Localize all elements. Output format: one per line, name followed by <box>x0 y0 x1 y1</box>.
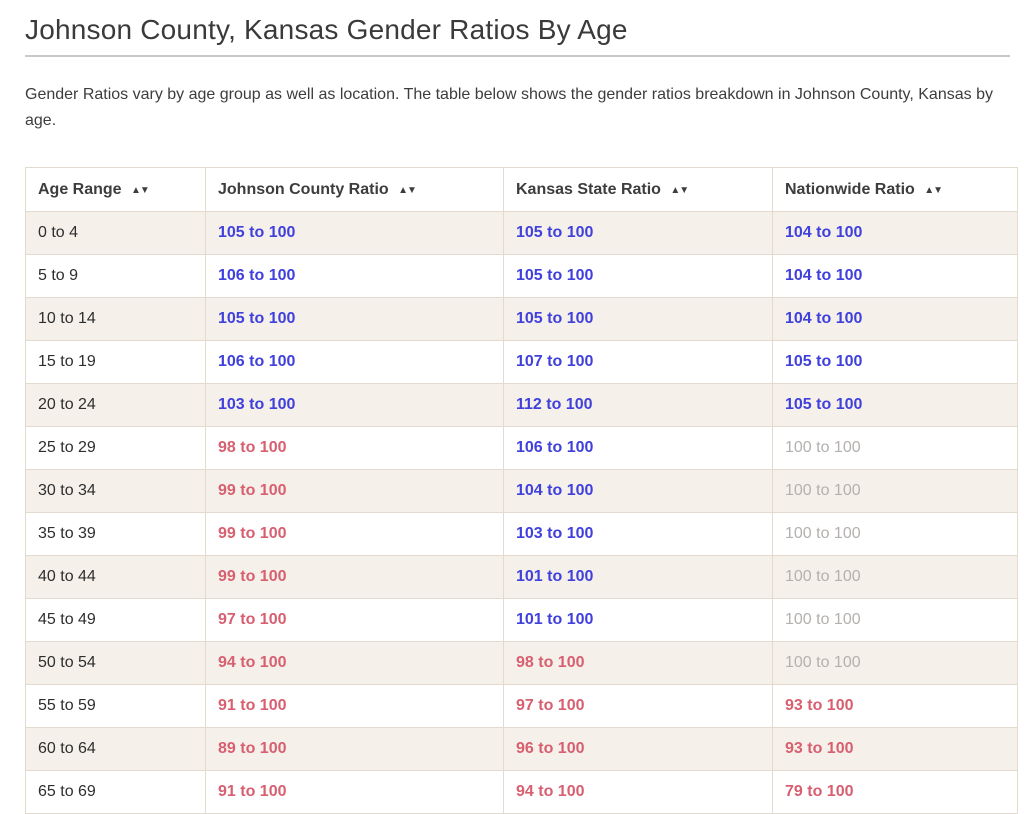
ratio-value-cell: 96 to 100 <box>503 727 773 771</box>
ratio-value-cell: 105 to 100 <box>772 340 1018 384</box>
age-range-cell: 35 to 39 <box>25 512 206 556</box>
age-range-cell: 25 to 29 <box>25 426 206 470</box>
table-row: 10 to 14 105 to 100 105 to 100 104 to 100 <box>25 297 1018 341</box>
ratio-value-cell: 99 to 100 <box>205 512 504 556</box>
ratio-value-cell: 106 to 100 <box>205 254 504 298</box>
ratio-value-cell: 103 to 100 <box>503 512 773 556</box>
ratio-value-cell: 100 to 100 <box>772 641 1018 685</box>
age-range-cell: 65 to 69 <box>25 770 206 814</box>
age-range-cell: 20 to 24 <box>25 383 206 427</box>
ratio-value-cell: 99 to 100 <box>205 469 504 513</box>
age-range-cell: 60 to 64 <box>25 727 206 771</box>
table-row: 50 to 54 94 to 100 98 to 100 100 to 100 <box>25 641 1018 685</box>
ratio-value-cell: 79 to 100 <box>772 770 1018 814</box>
table-row: 20 to 24 103 to 100 112 to 100 105 to 100 <box>25 383 1018 427</box>
age-range-cell: 5 to 9 <box>25 254 206 298</box>
ratio-value-cell: 94 to 100 <box>205 641 504 685</box>
ratio-value-cell: 97 to 100 <box>205 598 504 642</box>
ratio-value-cell: 93 to 100 <box>772 727 1018 771</box>
table-header-row: Age Range ▲▼ Johnson County Ratio ▲▼ Kan… <box>25 167 1018 212</box>
ratio-value-cell: 89 to 100 <box>205 727 504 771</box>
table-row: 15 to 19 106 to 100 107 to 100 105 to 100 <box>25 340 1018 384</box>
ratio-value-cell: 100 to 100 <box>772 512 1018 556</box>
ratio-value-cell: 103 to 100 <box>205 383 504 427</box>
column-header-kansas-state-ratio[interactable]: Kansas State Ratio ▲▼ <box>503 167 773 212</box>
ratio-value-cell: 98 to 100 <box>503 641 773 685</box>
ratio-value-cell: 101 to 100 <box>503 555 773 599</box>
age-range-cell: 45 to 49 <box>25 598 206 642</box>
age-range-cell: 55 to 59 <box>25 684 206 728</box>
ratio-value-cell: 105 to 100 <box>503 297 773 341</box>
column-header-label: Kansas State Ratio <box>516 180 661 198</box>
column-header-age-range[interactable]: Age Range ▲▼ <box>25 167 206 212</box>
page-title: Johnson County, Kansas Gender Ratios By … <box>25 14 628 45</box>
age-range-cell: 15 to 19 <box>25 340 206 384</box>
column-header-nationwide-ratio[interactable]: Nationwide Ratio ▲▼ <box>772 167 1018 212</box>
ratio-value-cell: 98 to 100 <box>205 426 504 470</box>
age-range-cell: 50 to 54 <box>25 641 206 685</box>
sort-arrows-icon[interactable]: ▲▼ <box>131 184 150 196</box>
sort-arrows-icon[interactable]: ▲▼ <box>924 184 943 196</box>
age-range-cell: 10 to 14 <box>25 297 206 341</box>
ratio-value-cell: 104 to 100 <box>772 254 1018 298</box>
ratio-value-cell: 105 to 100 <box>503 211 773 255</box>
title-divider <box>25 55 1010 57</box>
ratio-value-cell: 105 to 100 <box>503 254 773 298</box>
ratio-value-cell: 104 to 100 <box>772 211 1018 255</box>
ratio-value-cell: 107 to 100 <box>503 340 773 384</box>
table-row: 55 to 59 91 to 100 97 to 100 93 to 100 <box>25 684 1018 728</box>
table-row: 5 to 9 106 to 100 105 to 100 104 to 100 <box>25 254 1018 298</box>
table-row: 45 to 49 97 to 100 101 to 100 100 to 100 <box>25 598 1018 642</box>
table-row: 25 to 29 98 to 100 106 to 100 100 to 100 <box>25 426 1018 470</box>
ratio-value-cell: 100 to 100 <box>772 426 1018 470</box>
ratio-value-cell: 91 to 100 <box>205 684 504 728</box>
age-range-cell: 30 to 34 <box>25 469 206 513</box>
ratio-value-cell: 97 to 100 <box>503 684 773 728</box>
column-header-label: Nationwide Ratio <box>785 180 915 198</box>
ratio-value-cell: 106 to 100 <box>503 426 773 470</box>
page-description: Gender Ratios vary by age group as well … <box>25 86 993 129</box>
age-range-cell: 40 to 44 <box>25 555 206 599</box>
table-row: 60 to 64 89 to 100 96 to 100 93 to 100 <box>25 727 1018 771</box>
table-row: 30 to 34 99 to 100 104 to 100 100 to 100 <box>25 469 1018 513</box>
ratio-value-cell: 106 to 100 <box>205 340 504 384</box>
column-header-label: Johnson County Ratio <box>218 180 389 198</box>
ratio-value-cell: 93 to 100 <box>772 684 1018 728</box>
age-range-cell: 0 to 4 <box>25 211 206 255</box>
ratio-value-cell: 100 to 100 <box>772 555 1018 599</box>
sort-arrows-icon[interactable]: ▲▼ <box>398 184 417 196</box>
table-row: 0 to 4 105 to 100 105 to 100 104 to 100 <box>25 211 1018 255</box>
ratio-value-cell: 105 to 100 <box>205 211 504 255</box>
ratio-value-cell: 101 to 100 <box>503 598 773 642</box>
ratio-value-cell: 112 to 100 <box>503 383 773 427</box>
sort-arrows-icon[interactable]: ▲▼ <box>670 184 689 196</box>
ratio-value-cell: 104 to 100 <box>772 297 1018 341</box>
table-row: 35 to 39 99 to 100 103 to 100 100 to 100 <box>25 512 1018 556</box>
table-body: 0 to 4 105 to 100 105 to 100 104 to 100 5 to… <box>25 211 1018 814</box>
ratio-value-cell: 105 to 100 <box>205 297 504 341</box>
table-row: 65 to 69 91 to 100 94 to 100 79 to 100 <box>25 770 1018 814</box>
ratio-value-cell: 105 to 100 <box>772 383 1018 427</box>
column-header-label: Age Range <box>38 180 122 198</box>
ratio-value-cell: 100 to 100 <box>772 598 1018 642</box>
ratio-value-cell: 99 to 100 <box>205 555 504 599</box>
gender-ratios-table: Age Range ▲▼ Johnson County Ratio ▲▼ Kan… <box>25 167 1018 814</box>
ratio-value-cell: 91 to 100 <box>205 770 504 814</box>
column-header-johnson-county-ratio[interactable]: Johnson County Ratio ▲▼ <box>205 167 504 212</box>
ratio-value-cell: 94 to 100 <box>503 770 773 814</box>
ratio-value-cell: 100 to 100 <box>772 469 1018 513</box>
ratio-value-cell: 104 to 100 <box>503 469 773 513</box>
table-row: 40 to 44 99 to 100 101 to 100 100 to 100 <box>25 555 1018 599</box>
